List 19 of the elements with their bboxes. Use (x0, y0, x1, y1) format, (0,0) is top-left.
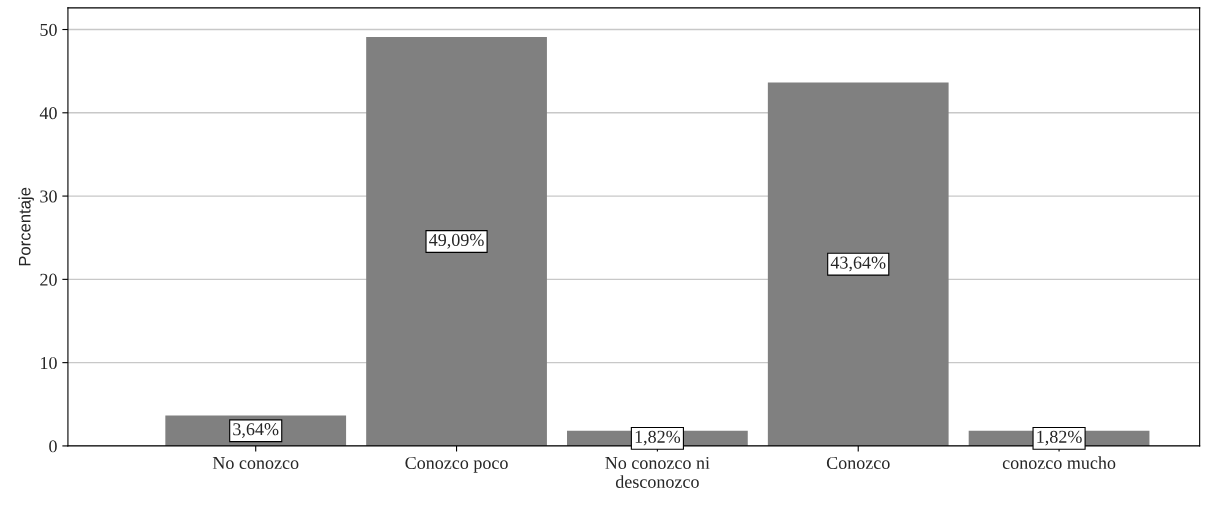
y-tick-label: 0 (49, 440, 57, 453)
x-tick-label: Conozco (826, 456, 890, 470)
data-label: 49,09% (429, 233, 484, 249)
x-tick-label: No conozco ni desconozco (605, 456, 710, 488)
data-label: 1,82% (1037, 430, 1082, 446)
x-tick-label: No conozco (212, 457, 299, 470)
y-tick-label: 50 (40, 23, 57, 36)
data-label: 43,64% (830, 256, 886, 272)
bar (767, 82, 949, 446)
y-axis-title: Porcentaje (18, 187, 34, 266)
bar (366, 37, 547, 446)
x-tick-label: Conozco poco (405, 456, 508, 473)
y-tick-label: 20 (40, 273, 57, 286)
data-label: 1,82% (635, 430, 681, 446)
y-tick-label: 40 (39, 107, 57, 120)
x-tick-label: conozco mucho (1002, 456, 1116, 470)
y-tick-label: 30 (40, 190, 57, 203)
y-tick-label: 10 (41, 356, 57, 370)
data-label: 3,64% (233, 423, 279, 438)
